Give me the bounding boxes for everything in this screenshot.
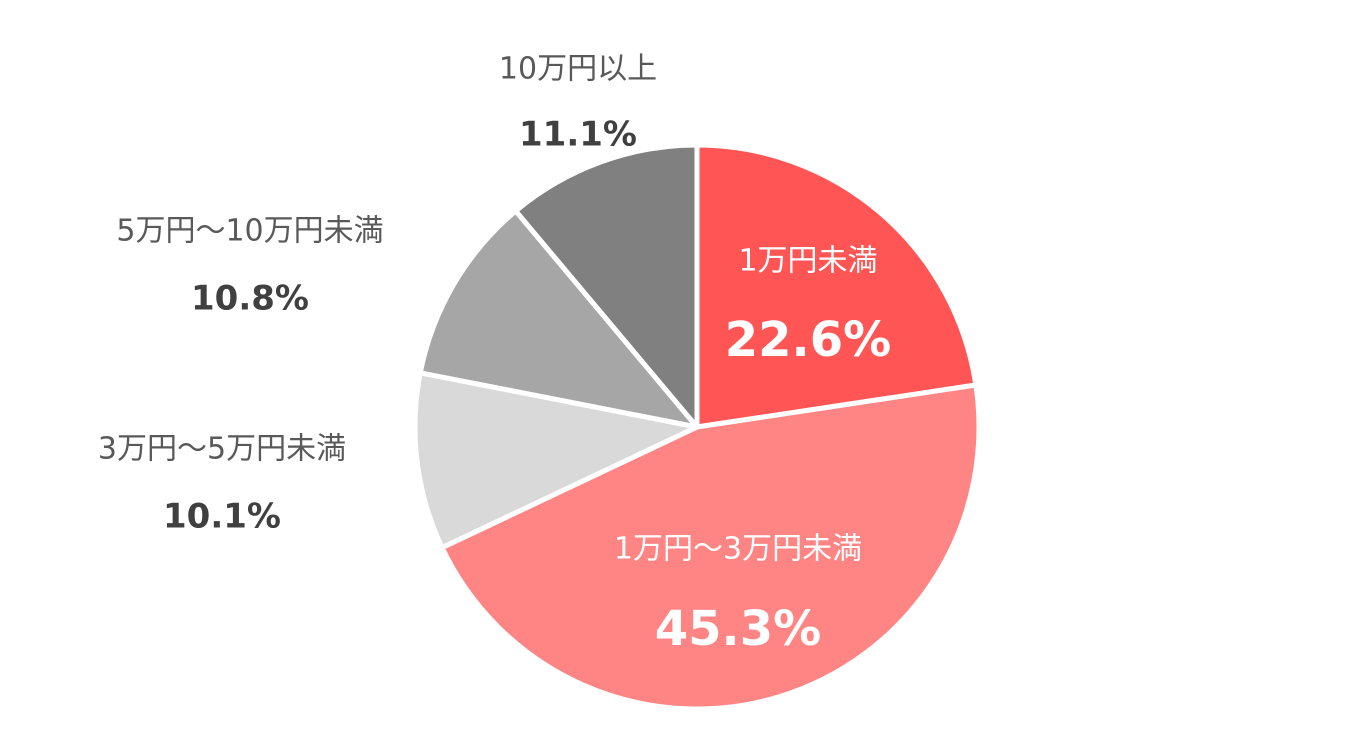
value-label: 10.8% — [191, 279, 309, 319]
value-label: 11.1% — [519, 115, 637, 155]
pie-slice — [513, 142, 700, 430]
value-label: 10.1% — [163, 497, 281, 537]
pie-slice — [412, 370, 700, 551]
slice-label: 10万円以上 — [499, 52, 657, 87]
slice-label: 1万円〜3万円未満 — [614, 532, 862, 567]
slice-label: 1万円未満 — [738, 244, 877, 279]
value-label: 45.3% — [655, 601, 822, 657]
value-label: 22.6% — [725, 312, 892, 368]
pie-slice — [694, 142, 979, 430]
slice-label: 3万円〜5万円未満 — [98, 432, 346, 467]
slice-label: 5万円〜10万円未満 — [116, 214, 383, 249]
pie-slice — [439, 382, 982, 712]
pie-slice — [417, 208, 700, 430]
